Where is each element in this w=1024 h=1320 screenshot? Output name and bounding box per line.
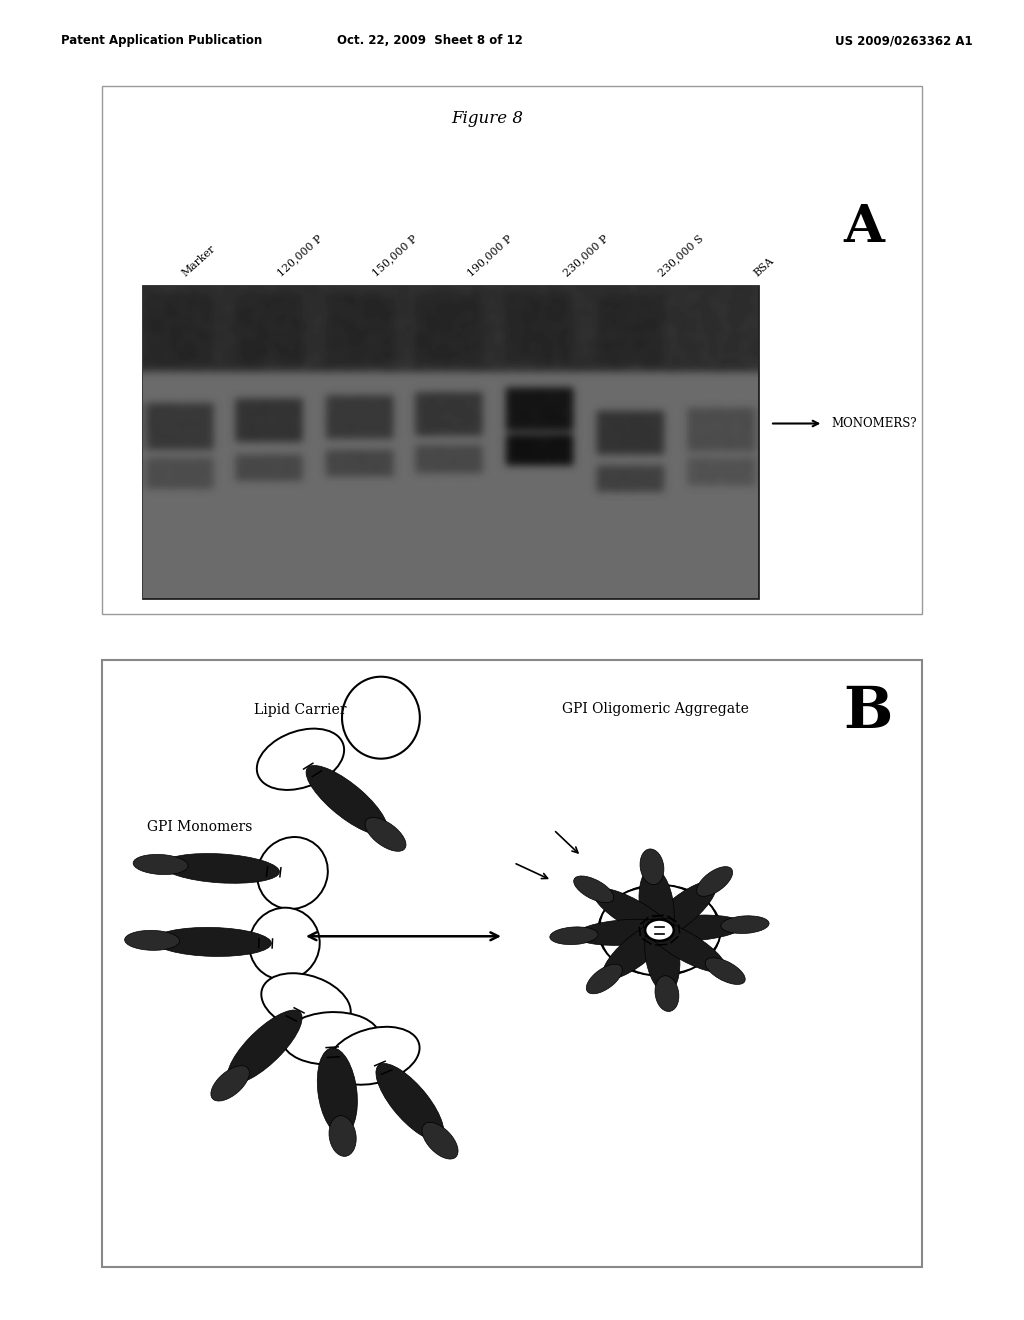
Text: Figure 8: Figure 8: [452, 110, 523, 127]
Ellipse shape: [376, 1064, 443, 1140]
Ellipse shape: [645, 920, 674, 941]
Ellipse shape: [639, 867, 674, 944]
Text: 230,000 S: 230,000 S: [656, 234, 705, 279]
Ellipse shape: [641, 886, 717, 940]
Ellipse shape: [261, 973, 351, 1032]
Ellipse shape: [721, 916, 769, 933]
Text: GPI Oligomeric Aggregate: GPI Oligomeric Aggregate: [562, 701, 749, 715]
Ellipse shape: [125, 931, 179, 950]
Ellipse shape: [614, 884, 699, 931]
Ellipse shape: [603, 919, 674, 979]
Ellipse shape: [306, 766, 387, 834]
Ellipse shape: [133, 854, 188, 875]
Ellipse shape: [645, 916, 680, 993]
Ellipse shape: [257, 837, 328, 909]
Ellipse shape: [706, 958, 745, 985]
Ellipse shape: [573, 876, 613, 903]
Text: Oct. 22, 2009  Sheet 8 of 12: Oct. 22, 2009 Sheet 8 of 12: [337, 34, 523, 48]
Ellipse shape: [593, 888, 676, 941]
Text: Lipid Carrier: Lipid Carrier: [254, 704, 346, 717]
Text: B: B: [844, 684, 893, 741]
Text: 190,000 P: 190,000 P: [466, 234, 514, 279]
Ellipse shape: [602, 920, 678, 974]
Ellipse shape: [227, 1010, 302, 1084]
Ellipse shape: [422, 1122, 458, 1159]
Ellipse shape: [550, 927, 598, 945]
Text: BSA: BSA: [752, 256, 775, 279]
Ellipse shape: [154, 928, 271, 957]
Ellipse shape: [257, 729, 344, 789]
Ellipse shape: [575, 919, 678, 945]
Text: A: A: [844, 202, 885, 253]
Text: Marker: Marker: [180, 244, 217, 279]
Ellipse shape: [641, 915, 743, 941]
Bar: [143, 286, 758, 598]
Ellipse shape: [283, 1012, 380, 1064]
Ellipse shape: [696, 867, 732, 896]
Ellipse shape: [328, 1027, 420, 1085]
Ellipse shape: [162, 854, 280, 883]
Ellipse shape: [600, 887, 673, 944]
Ellipse shape: [598, 900, 660, 964]
Ellipse shape: [249, 908, 319, 979]
Ellipse shape: [645, 882, 716, 942]
Text: Patent Application Publication: Patent Application Publication: [61, 34, 263, 48]
Text: 120,000 P: 120,000 P: [275, 234, 324, 279]
Ellipse shape: [365, 817, 406, 851]
Text: MONOMERS?: MONOMERS?: [831, 417, 918, 430]
Text: GPI Monomers: GPI Monomers: [147, 820, 253, 834]
Ellipse shape: [646, 916, 719, 973]
Ellipse shape: [655, 975, 679, 1011]
Ellipse shape: [211, 1065, 250, 1101]
Ellipse shape: [658, 896, 721, 960]
Ellipse shape: [342, 677, 420, 759]
Ellipse shape: [317, 1048, 357, 1135]
Ellipse shape: [620, 929, 705, 975]
Text: 230,000 P: 230,000 P: [561, 234, 609, 279]
Text: US 2009/0263362 A1: US 2009/0263362 A1: [836, 34, 973, 48]
Ellipse shape: [329, 1115, 356, 1156]
Text: 150,000 P: 150,000 P: [371, 234, 419, 279]
Ellipse shape: [643, 919, 726, 973]
Ellipse shape: [640, 849, 664, 884]
Ellipse shape: [587, 964, 623, 994]
